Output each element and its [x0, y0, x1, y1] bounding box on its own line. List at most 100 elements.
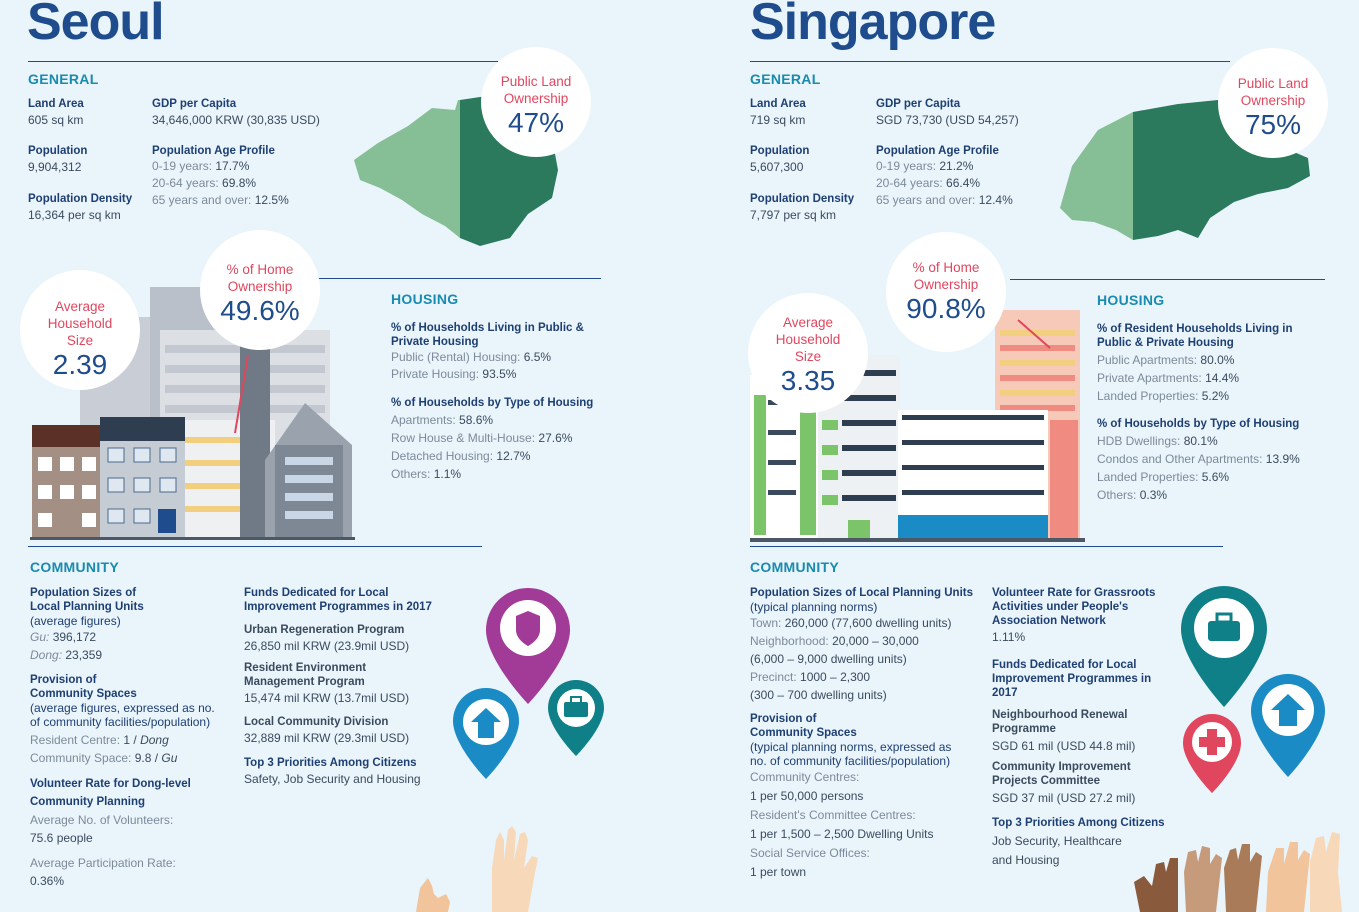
- house-icon: [453, 688, 519, 779]
- rc-value: 1 /: [123, 733, 137, 747]
- rcc-label: Resident's Committee Centres:: [750, 808, 916, 822]
- note1: (average figures, expressed as no.: [30, 701, 215, 715]
- note1: (typical planning norms, expressed as: [750, 740, 952, 754]
- note2: of community facilities/population): [30, 715, 211, 729]
- seoul-community-heading: COMMUNITY: [30, 559, 120, 575]
- label: Land Area: [750, 98, 806, 110]
- value: 16,364 per sq km: [28, 208, 121, 222]
- item-value: 5.2%: [1201, 389, 1230, 403]
- line2: Improvement Programmes in: [992, 673, 1152, 685]
- list-item: Apartments: 58.6%: [391, 412, 593, 429]
- item-label: HDB Dwellings:: [1097, 434, 1181, 448]
- seoul-housing-heading: HOUSING: [391, 291, 459, 307]
- value: 719 sq km: [750, 113, 806, 127]
- item-label: Apartments:: [391, 413, 456, 427]
- item-value: 80.0%: [1200, 353, 1235, 367]
- briefcase-icon: [1181, 586, 1267, 707]
- label: Population: [28, 145, 88, 157]
- line1: Provision of: [30, 674, 97, 686]
- label: GDP per Capita: [876, 98, 961, 110]
- line1: Resident Environment: [244, 662, 367, 674]
- line2: Improvement Programmes in 2017: [244, 601, 432, 613]
- line2: Community Planning: [30, 796, 145, 808]
- singapore-household-size-badge: Average Household Size 3.35: [748, 293, 868, 413]
- age-value: 66.4%: [946, 176, 981, 190]
- line2: Projects Committee: [992, 775, 1101, 787]
- prog3: Local Community Division: [244, 716, 389, 728]
- line2: Household: [47, 316, 113, 331]
- item-label: Condos and Other Apartments:: [1097, 452, 1263, 466]
- line1: Average: [782, 315, 834, 330]
- item-label: Private Housing:: [391, 367, 480, 381]
- seoul-community-left: Population Sizes of Local Planning Units …: [30, 586, 215, 890]
- singapore-general-heading: GENERAL: [750, 71, 821, 87]
- prog2-value: SGD 37 mil (USD 27.2 mil): [992, 791, 1136, 805]
- line2: Community Spaces: [750, 727, 857, 739]
- line1: Neighbourhood Renewal: [992, 709, 1128, 721]
- value: 9,904,312: [28, 160, 82, 174]
- age-label: 65 years and over:: [152, 193, 252, 207]
- line2: Local Planning Units: [30, 601, 144, 613]
- seoul-land-area: Land Area 605 sq km: [28, 97, 84, 129]
- top3-label: Top 3 Priorities Among Citizens: [244, 757, 417, 769]
- list-item: Public (Rental) Housing: 6.5%: [391, 349, 593, 366]
- age-label: 0-19 years:: [876, 159, 937, 173]
- list-item: Others: 0.3%: [1097, 487, 1300, 504]
- prog1-value: 26,850 mil KRW (23.9mil USD): [244, 639, 410, 653]
- value: 7,797 per sq km: [750, 208, 837, 222]
- value: 2.39: [52, 349, 108, 380]
- line2: Community Spaces: [30, 688, 137, 700]
- seoul-buildings-icon: [30, 287, 355, 540]
- avg-part-label: Average Participation Rate:: [30, 856, 176, 870]
- nbhd-label: Neighborhood:: [750, 634, 829, 648]
- item-value: 80.1%: [1183, 434, 1218, 448]
- seoul-gdp: GDP per Capita 34,646,000 KRW (30,835 US…: [152, 97, 320, 129]
- value: 49.6%: [220, 295, 300, 326]
- singapore-general-divider: [750, 61, 1230, 62]
- prog2-value: 15,474 mil KRW (13.7mil USD): [244, 691, 410, 705]
- hands-icon: [1134, 832, 1342, 912]
- label: Population Age Profile: [152, 145, 275, 157]
- line1: Funds Dedicated for Local: [992, 659, 1137, 671]
- seoul-population: Population 9,904,312: [28, 144, 87, 176]
- seoul-title: Seoul: [27, 0, 165, 51]
- cc-label: Community Centres:: [750, 770, 860, 784]
- rc-label: Resident Centre:: [30, 733, 121, 747]
- item-label: Public (Rental) Housing:: [391, 350, 521, 364]
- cc-value: 1 per 50,000 persons: [750, 789, 864, 803]
- age-label: 20-64 years:: [152, 176, 219, 190]
- age-label: 20-64 years:: [876, 176, 943, 190]
- list-item: Detached Housing: 12.7%: [391, 448, 593, 465]
- list-item: Private Apartments: 14.4%: [1097, 370, 1300, 387]
- rcc-value: 1 per 1,500 – 2,500 Dwelling Units: [750, 827, 934, 841]
- item-label: Landed Properties:: [1097, 470, 1199, 484]
- seoul-pins: [453, 588, 604, 779]
- line1: Volunteer Rate for Grassroots: [992, 587, 1156, 599]
- label: Population Age Profile: [876, 145, 999, 157]
- age-value: 17.7%: [215, 159, 250, 173]
- note2: no. of community facilities/population): [750, 754, 951, 768]
- age-value: 12.4%: [978, 193, 1013, 207]
- list-item: Others: 1.1%: [391, 466, 593, 483]
- label: Population Density: [28, 193, 133, 205]
- singapore-age-profile: Population Age Profile 0-19 years: 21.2%…: [876, 144, 1013, 209]
- avg-vol-value: 75.6 people: [30, 831, 93, 845]
- label: Population Density: [750, 193, 855, 205]
- line2: Private Housing: [391, 336, 479, 348]
- seoul-general-divider: [28, 61, 498, 62]
- singapore-gdp: GDP per Capita SGD 73,730 (USD 54,257): [876, 97, 1019, 129]
- house-icon: [1251, 674, 1325, 777]
- question: % of Households by Type of Housing: [391, 397, 594, 409]
- dong-label: Dong:: [30, 648, 63, 662]
- item-value: 6.5%: [523, 350, 552, 364]
- avg-part-value: 0.36%: [30, 874, 65, 888]
- singapore-pins: [1181, 586, 1325, 793]
- line3: 2017: [992, 687, 1018, 699]
- cs-unit: Gu: [161, 751, 178, 765]
- briefcase-icon: [548, 680, 604, 756]
- top3-line2: and Housing: [992, 853, 1060, 867]
- list-item: Private Housing: 93.5%: [391, 366, 593, 383]
- value: 75%: [1244, 109, 1302, 140]
- line1: Public Land: [500, 74, 572, 89]
- singapore-community-heading: COMMUNITY: [750, 559, 840, 575]
